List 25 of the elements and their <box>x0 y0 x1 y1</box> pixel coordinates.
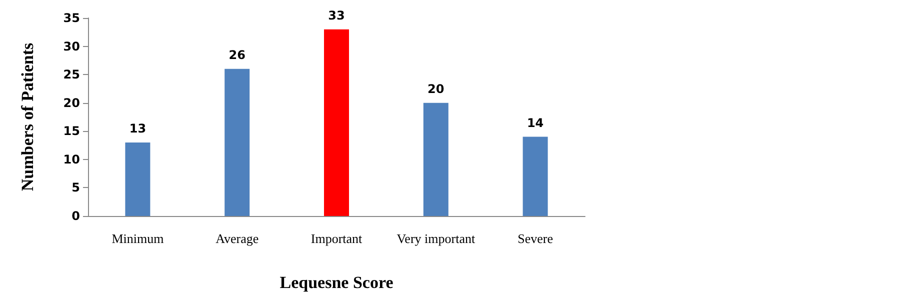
y-tick-label: 15 <box>63 124 80 138</box>
y-tick-label: 10 <box>63 152 80 166</box>
data-label: 14 <box>526 116 544 130</box>
bar <box>224 68 250 216</box>
bar <box>522 136 548 216</box>
x-tick-label: Very important <box>396 231 476 246</box>
y-tick-label: 5 <box>72 180 80 195</box>
data-label: 26 <box>228 48 246 62</box>
y-tick-label: 0 <box>72 209 80 223</box>
data-label: 33 <box>328 8 345 22</box>
x-tick-label: Minimum <box>112 231 164 246</box>
y-tick-label: 30 <box>63 39 80 54</box>
data-label: 20 <box>428 82 444 96</box>
data-label: 13 <box>129 121 146 136</box>
x-tick-label: Important <box>310 231 363 246</box>
y-tick-label: 25 <box>63 68 80 82</box>
x-tick-label: Average <box>216 231 259 246</box>
y-axis-title: Numbers of Patients <box>18 42 37 192</box>
bar <box>423 102 448 216</box>
bar <box>125 142 150 216</box>
x-axis-title: Lequesne Score <box>280 273 394 292</box>
y-tick-label: 35 <box>63 11 80 25</box>
y-tick-label: 20 <box>63 96 80 110</box>
bar <box>324 29 349 216</box>
x-tick-label: Severe <box>518 231 554 246</box>
